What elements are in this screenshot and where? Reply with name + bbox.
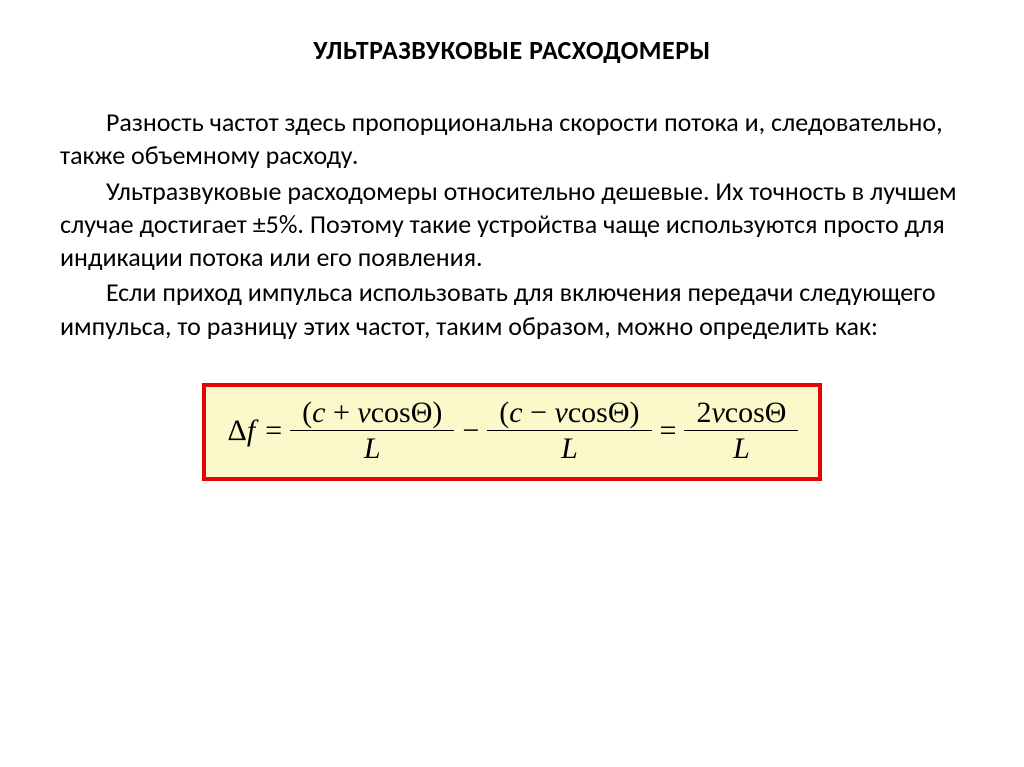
theta-1: Θ	[411, 396, 433, 429]
delta-symbol: Δ	[228, 414, 247, 448]
open-paren-1: (	[302, 396, 312, 429]
body-text: Разность частот здесь пропорциональна ск…	[60, 106, 964, 343]
minus-2: −	[523, 396, 555, 429]
var-c-2: c	[509, 396, 522, 429]
cos-1: cos	[371, 396, 411, 429]
formula-container: Δf = (c + vcosΘ) L − (c − vcosΘ) L	[60, 383, 964, 481]
close-paren-2: )	[630, 396, 640, 429]
cos-3: cos	[725, 396, 765, 429]
paragraph-1: Разность частот здесь пропорциональна ск…	[60, 106, 964, 173]
equals-1: =	[265, 414, 282, 448]
paragraph-3: Если приход импульса использовать для вк…	[60, 276, 964, 343]
slide: УЛЬТРАЗВУКОВЫЕ РАСХОДОМЕРЫ Разность част…	[0, 0, 1024, 767]
var-L-2: L	[561, 432, 578, 465]
plus-1: +	[325, 396, 357, 429]
fraction-3: 2vcosΘ L	[690, 397, 792, 465]
fraction-3-numerator: 2vcosΘ	[690, 397, 792, 431]
const-2: 2	[696, 396, 711, 429]
formula-lhs: Δf	[228, 414, 256, 448]
equals-2: =	[660, 414, 677, 448]
fraction-2-denominator: L	[487, 430, 651, 465]
fraction-2-numerator: (c − vcosΘ)	[493, 397, 645, 431]
fraction-1-numerator: (c + vcosΘ)	[296, 397, 448, 431]
fraction-1: (c + vcosΘ) L	[296, 397, 448, 465]
var-L-3: L	[733, 432, 750, 465]
theta-3: Θ	[765, 396, 787, 429]
var-v-2: v	[555, 396, 568, 429]
paragraph-2: Ультразвуковые расходомеры относительно …	[60, 175, 964, 275]
fraction-2: (c − vcosΘ) L	[493, 397, 645, 465]
var-v-1: v	[357, 396, 370, 429]
var-v-3: v	[711, 396, 724, 429]
minus-op: −	[462, 414, 479, 448]
theta-2: Θ	[608, 396, 630, 429]
formula-box: Δf = (c + vcosΘ) L − (c − vcosΘ) L	[202, 383, 823, 481]
var-f: f	[247, 414, 255, 448]
var-c-1: c	[312, 396, 325, 429]
page-title: УЛЬТРАЗВУКОВЫЕ РАСХОДОМЕРЫ	[60, 34, 964, 66]
cos-2: cos	[568, 396, 608, 429]
fraction-3-denominator: L	[684, 430, 798, 465]
var-L-1: L	[364, 432, 381, 465]
open-paren-2: (	[499, 396, 509, 429]
close-paren-1: )	[432, 396, 442, 429]
fraction-1-denominator: L	[290, 430, 454, 465]
